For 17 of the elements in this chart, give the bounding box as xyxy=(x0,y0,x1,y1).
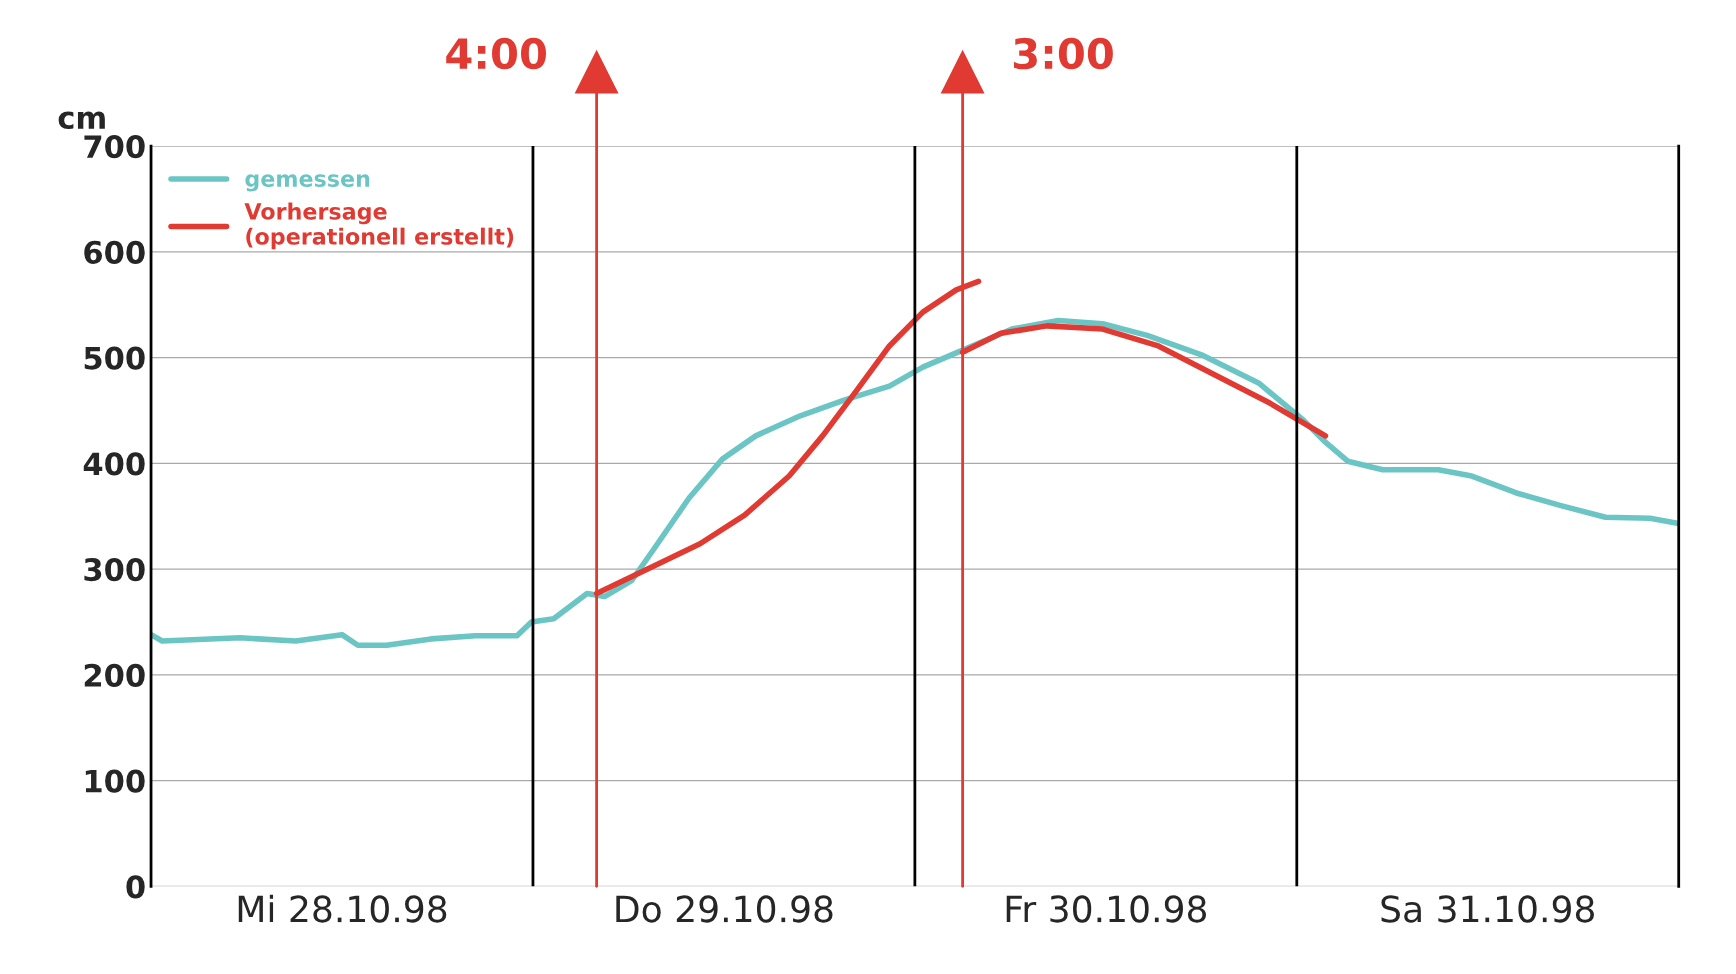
y-tick-label: 500 xyxy=(84,346,145,370)
x-tick-label: Sa 31.10.98 xyxy=(1381,895,1594,923)
legend-label: Vorhersage (operationell erstellt) xyxy=(244,202,514,250)
y-tick-label: 700 xyxy=(84,135,145,159)
ref-line-label: 4:00 xyxy=(446,37,547,70)
y-tick-label: 0 xyxy=(126,875,145,899)
ref-line-label: 3:00 xyxy=(1014,37,1113,70)
x-tick-label: Fr 30.10.98 xyxy=(1006,895,1207,923)
legend-label: gemessen xyxy=(245,174,370,192)
x-tick-label: Mi 28.10.98 xyxy=(238,894,447,923)
x-tick-label: Do 29.10.98 xyxy=(616,895,833,923)
y-tick-label: 100 xyxy=(85,769,145,793)
y-tick-label: 400 xyxy=(83,452,145,476)
y-tick-label: 300 xyxy=(84,558,145,582)
y-axis-title: cm xyxy=(58,111,105,130)
y-tick-label: 200 xyxy=(84,663,145,687)
y-tick-label: 600 xyxy=(84,240,145,264)
